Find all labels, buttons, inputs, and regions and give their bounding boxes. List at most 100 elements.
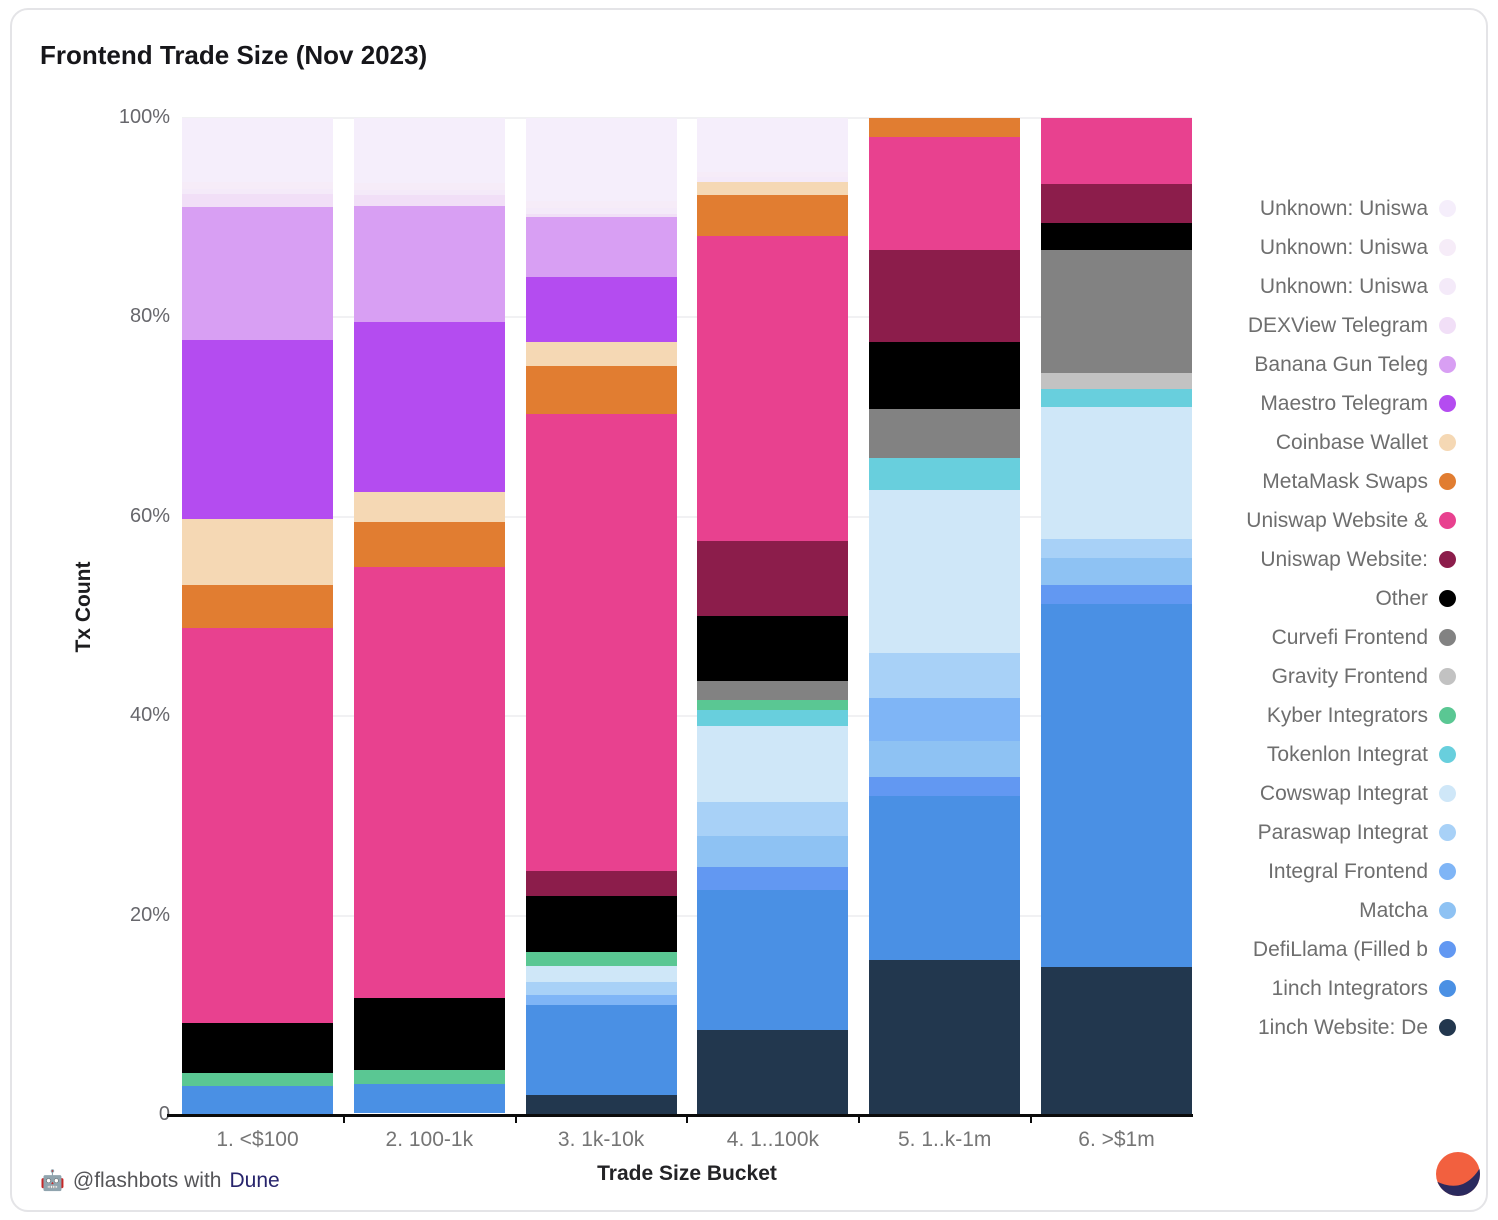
legend-item[interactable]: Tokenlon Integrat xyxy=(1208,735,1456,774)
bar-segment xyxy=(869,457,1021,490)
bar-segment xyxy=(869,653,1021,699)
y-tick-label: 20% xyxy=(129,903,170,926)
bar-segment xyxy=(525,1005,677,1095)
bar-segment xyxy=(697,1030,849,1114)
legend-item[interactable]: Uniswap Website & xyxy=(1208,501,1456,540)
bar-segment xyxy=(697,235,849,541)
legend-label: Other xyxy=(1375,586,1428,610)
bar-segment xyxy=(182,340,333,519)
legend-item[interactable]: Maestro Telegram xyxy=(1208,384,1456,423)
legend-item[interactable]: Other xyxy=(1208,579,1456,618)
legend-item[interactable]: Banana Gun Teleg xyxy=(1208,345,1456,384)
bar-segment xyxy=(869,698,1021,742)
y-tick-label: 60% xyxy=(129,504,170,527)
legend-item[interactable]: 1inch Integrators xyxy=(1208,969,1456,1008)
bar-segment xyxy=(182,193,333,207)
bar-segment xyxy=(182,1073,333,1086)
gridline xyxy=(182,715,1192,718)
dune-link[interactable]: Dune xyxy=(229,1168,280,1192)
bar-segment xyxy=(353,194,505,206)
bar-segment xyxy=(353,521,505,567)
legend-color-dot xyxy=(1439,707,1456,724)
legend-item[interactable]: Coinbase Wallet xyxy=(1208,423,1456,462)
legend-color-dot xyxy=(1439,980,1456,997)
legend-item[interactable]: DEXView Telegram xyxy=(1208,306,1456,345)
x-tick-label: 2. 100-1k xyxy=(385,1128,474,1151)
bar-segment xyxy=(869,249,1021,343)
legend-item[interactable]: Unknown: Uniswa xyxy=(1208,228,1456,267)
bar-segment xyxy=(353,566,505,999)
stacked-bar xyxy=(1041,118,1192,1115)
legend-item[interactable]: Curvefi Frontend xyxy=(1208,618,1456,657)
dune-logo-icon[interactable] xyxy=(1436,1152,1480,1196)
legend-label: Unknown: Uniswa xyxy=(1259,274,1428,298)
legend-color-dot xyxy=(1439,356,1456,373)
legend-label: 1inch Website: De xyxy=(1257,1015,1428,1039)
gridline xyxy=(182,316,1192,319)
x-tick-label: 4. 1..100k xyxy=(726,1128,819,1151)
bar-segment xyxy=(353,205,505,323)
x-tick-label: 6. >$1m xyxy=(1078,1128,1155,1151)
x-axis-tick xyxy=(514,1117,517,1123)
legend-item[interactable]: Unknown: Uniswa xyxy=(1208,189,1456,228)
bar-segment xyxy=(353,118,505,183)
bar-segment xyxy=(697,889,849,1031)
legend-label: Integral Frontend xyxy=(1268,859,1428,883)
legend-label: Tokenlon Integrat xyxy=(1266,742,1428,766)
attribution-text: @flashbots with xyxy=(72,1168,222,1192)
legend-color-dot xyxy=(1439,395,1456,412)
legend-color-dot xyxy=(1439,863,1456,880)
y-tick-label: 100% xyxy=(118,106,170,128)
x-axis-tick xyxy=(342,1117,345,1123)
legend-color-dot xyxy=(1439,941,1456,958)
bar-segment xyxy=(525,966,677,983)
bar-segment xyxy=(182,1086,333,1114)
bar-segment xyxy=(1041,584,1192,605)
stacked-bar xyxy=(182,118,333,1115)
bar-segment xyxy=(869,741,1021,777)
legend-color-dot xyxy=(1439,434,1456,451)
legend-label: Matcha xyxy=(1359,898,1428,922)
bar-segment xyxy=(182,628,333,1024)
bar-segment xyxy=(869,795,1021,961)
x-tick-label: 1. <$100 xyxy=(216,1128,299,1151)
legend-item[interactable]: DefiLlama (Filled b xyxy=(1208,930,1456,969)
stacked-bar xyxy=(869,118,1021,1115)
bar-segment xyxy=(1041,183,1192,223)
bar-segment xyxy=(182,181,333,189)
stacked-bar xyxy=(697,118,849,1115)
legend-item[interactable]: 1inch Website: De xyxy=(1208,1008,1456,1047)
gridline xyxy=(182,914,1192,917)
legend-item[interactable]: Uniswap Website: xyxy=(1208,540,1456,579)
bar-segment xyxy=(1041,222,1192,250)
legend-label: DEXView Telegram xyxy=(1247,313,1428,337)
y-tick-label: 40% xyxy=(129,704,170,727)
legend-color-dot xyxy=(1439,278,1456,295)
bar-segment xyxy=(182,188,333,194)
legend-color-dot xyxy=(1439,551,1456,568)
bar-segment xyxy=(353,1070,505,1085)
x-tick-label: 5. 1..k-1m xyxy=(898,1128,992,1151)
legend: Unknown: Uniswa Unknown: Uniswa Unknown: U… xyxy=(1208,189,1456,1047)
legend-item[interactable]: Unknown: Uniswa xyxy=(1208,267,1456,306)
chart-title: Frontend Trade Size (Nov 2023) xyxy=(40,40,428,70)
bar-segment xyxy=(697,866,849,890)
bar-segment xyxy=(869,136,1021,250)
legend-label: Coinbase Wallet xyxy=(1275,430,1428,454)
bar-segment xyxy=(697,118,849,172)
bar-segment xyxy=(353,998,505,1071)
legend-item[interactable]: Kyber Integrators xyxy=(1208,696,1456,735)
legend-item[interactable]: Integral Frontend xyxy=(1208,852,1456,891)
legend-item[interactable]: Gravity Frontend xyxy=(1208,657,1456,696)
bar-segment xyxy=(869,118,1021,137)
legend-item[interactable]: Paraswap Integrat xyxy=(1208,813,1456,852)
legend-item[interactable]: Cowswap Integrat xyxy=(1208,774,1456,813)
legend-label: Cowswap Integrat xyxy=(1259,781,1428,805)
bar-segment xyxy=(525,995,677,1006)
bar-segment xyxy=(182,206,333,341)
stacked-bar xyxy=(353,118,505,1115)
legend-item[interactable]: MetaMask Swaps xyxy=(1208,462,1456,501)
x-tick-label: 3. 1k-10k xyxy=(557,1128,645,1151)
bar-segment xyxy=(182,1023,333,1074)
legend-item[interactable]: Matcha xyxy=(1208,891,1456,930)
